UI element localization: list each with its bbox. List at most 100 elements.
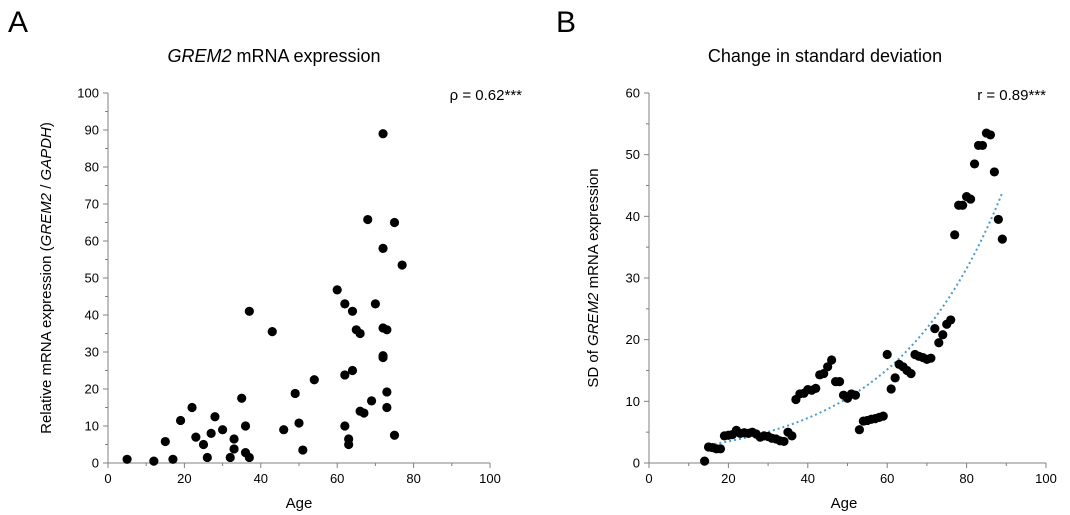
panel-b-y-tick-label: 40 xyxy=(626,209,640,224)
panel-a-data-point xyxy=(344,439,354,450)
panel-b-x-tick-label: 20 xyxy=(721,471,735,486)
panel-a-data-point xyxy=(378,352,388,363)
panel-b-data-point xyxy=(834,377,845,387)
panel-a-data-point xyxy=(122,454,132,464)
panel-a-data-point xyxy=(347,306,358,316)
panel-b-ylabel-pre: SD of xyxy=(585,346,602,388)
panel-a-y-tick-label: 70 xyxy=(85,197,99,212)
panel-b-data-point xyxy=(906,368,916,379)
panel-a-data-point xyxy=(244,452,254,463)
panel-b-y-tick-label: 60 xyxy=(626,86,640,101)
panel-a-data-point xyxy=(347,365,358,376)
panel-a-x-tick-label: 0 xyxy=(104,471,111,486)
panel-a-data-point xyxy=(187,402,197,413)
panel-a-data-point xyxy=(309,375,319,385)
panel-a-data-point xyxy=(366,396,377,406)
panel-a-y-tick-label: 40 xyxy=(85,308,99,323)
panel-a: A GREM2 mRNA expression ρ = 0.62*** Rela… xyxy=(8,6,522,512)
panel-a-xlabel: Age xyxy=(286,495,313,512)
panel-a-ylabel: Relative mRNA expression (GREM2 / GAPDH) xyxy=(38,122,55,434)
panel-b-x-tick-label: 80 xyxy=(959,471,973,486)
panel-a-y-tick-label: 10 xyxy=(85,419,99,434)
panel-b-data-point xyxy=(969,159,980,169)
panel-a-data-point xyxy=(382,402,392,413)
panel-a-data-point xyxy=(160,436,170,447)
panel-a-ylabel-gene2: GAPDH xyxy=(38,127,55,181)
panel-b-data-point xyxy=(989,167,999,177)
panel-b-x-tick-label: 0 xyxy=(645,471,652,486)
panel-a-data-point xyxy=(370,299,380,309)
panel-a-data-point xyxy=(244,306,254,316)
panel-a-data-point xyxy=(225,452,235,463)
panel-b-data-point xyxy=(958,200,968,210)
panel-a-data-point xyxy=(382,387,392,397)
panel-b-ylabel-post: mRNA expression xyxy=(585,168,602,292)
panel-a-data-point xyxy=(206,428,216,438)
panel-b-data-point xyxy=(977,140,988,151)
panel-a-data-point xyxy=(202,452,212,463)
panel-a-data-point xyxy=(378,129,388,139)
panel-a-data-point xyxy=(237,393,247,403)
panel-a-data-point xyxy=(340,299,350,309)
panel-a-data-point xyxy=(389,430,400,440)
panel-b-data-point xyxy=(946,315,956,325)
panel-a-data-point xyxy=(298,445,308,455)
panel-b-data-point xyxy=(850,390,861,400)
panel-b-data-point xyxy=(993,214,1003,225)
panel-a-data-point xyxy=(210,412,220,422)
panel-a-data-point xyxy=(363,214,373,225)
panel-a-y-tick-label: 0 xyxy=(92,456,99,471)
panel-b: B Change in standard deviation r = 0.89*… xyxy=(556,6,1057,512)
panel-b-data-point xyxy=(827,355,837,365)
panel-b-data-point xyxy=(811,383,821,393)
panel-b-data-point xyxy=(823,362,833,372)
panel-b-data-point xyxy=(950,230,960,240)
panel-b-data-point xyxy=(854,425,865,435)
panel-b-correlation: r = 0.89*** xyxy=(977,87,1046,104)
panel-a-data-point xyxy=(389,217,400,228)
panel-b-letter: B xyxy=(556,6,576,39)
panel-a-x-tick-label: 100 xyxy=(479,471,501,486)
panel-a-data-point xyxy=(198,439,209,450)
panel-a-data-point xyxy=(240,421,251,431)
panel-a-y-tick-label: 90 xyxy=(85,123,99,138)
panel-b-data-point xyxy=(930,323,940,334)
panel-b-data-point xyxy=(997,234,1007,244)
panel-a-title-gene: GREM2 xyxy=(167,46,231,66)
panel-b-x-tick-label: 60 xyxy=(880,471,894,486)
panel-a-data-point xyxy=(290,388,300,399)
panel-a-y-tick-label: 80 xyxy=(85,160,99,175)
panel-b-data-point xyxy=(787,431,797,441)
panel-a-data-point xyxy=(397,260,407,270)
panel-b-data-point xyxy=(965,194,976,204)
panel-a-data-point xyxy=(191,432,201,442)
panel-a-x-tick-label: 40 xyxy=(254,471,268,486)
panel-a-data-point xyxy=(340,421,350,431)
panel-a-plot: 0 10 20 30 40 50 60 70 80 90 100 0 20 40 60 80 100 xyxy=(77,86,501,487)
panel-b-x-tick-label: 100 xyxy=(1035,471,1057,486)
panel-a-data-point xyxy=(229,434,239,444)
panel-b-y-tick-label: 30 xyxy=(626,271,640,286)
panel-b-ylabel: SD of GREM2 mRNA expression xyxy=(585,168,602,387)
panel-b-x-tick-label: 40 xyxy=(801,471,815,486)
panel-b-data-point xyxy=(938,330,948,340)
panel-b-ylabel-gene: GREM2 xyxy=(585,292,602,346)
panel-a-ylabel-pre: Relative mRNA expression ( xyxy=(38,246,55,434)
panel-a-correlation: ρ = 0.62*** xyxy=(450,87,522,104)
panel-a-data-point xyxy=(378,243,388,253)
panel-a-data-point xyxy=(279,425,289,435)
panel-a-x-tick-label: 20 xyxy=(177,471,191,486)
panel-a-data-point xyxy=(294,418,304,428)
panel-a-x-tick-label: 60 xyxy=(330,471,344,486)
panel-a-y-tick-label: 60 xyxy=(85,234,99,249)
panel-a-y-tick-label: 100 xyxy=(77,86,99,101)
panel-a-data-point xyxy=(355,328,365,339)
panel-a-data-point xyxy=(168,454,178,464)
panel-a-letter: A xyxy=(8,6,28,39)
panel-a-y-tick-label: 50 xyxy=(85,271,99,286)
panel-a-x-tick-label: 80 xyxy=(406,471,420,486)
panel-b-data-point xyxy=(779,436,789,447)
panel-a-data-point xyxy=(229,444,239,454)
panel-b-y-tick-label: 10 xyxy=(626,394,640,409)
panel-b-plot: 0 10 20 30 40 50 60 0 20 40 60 80 100 xyxy=(626,86,1057,487)
